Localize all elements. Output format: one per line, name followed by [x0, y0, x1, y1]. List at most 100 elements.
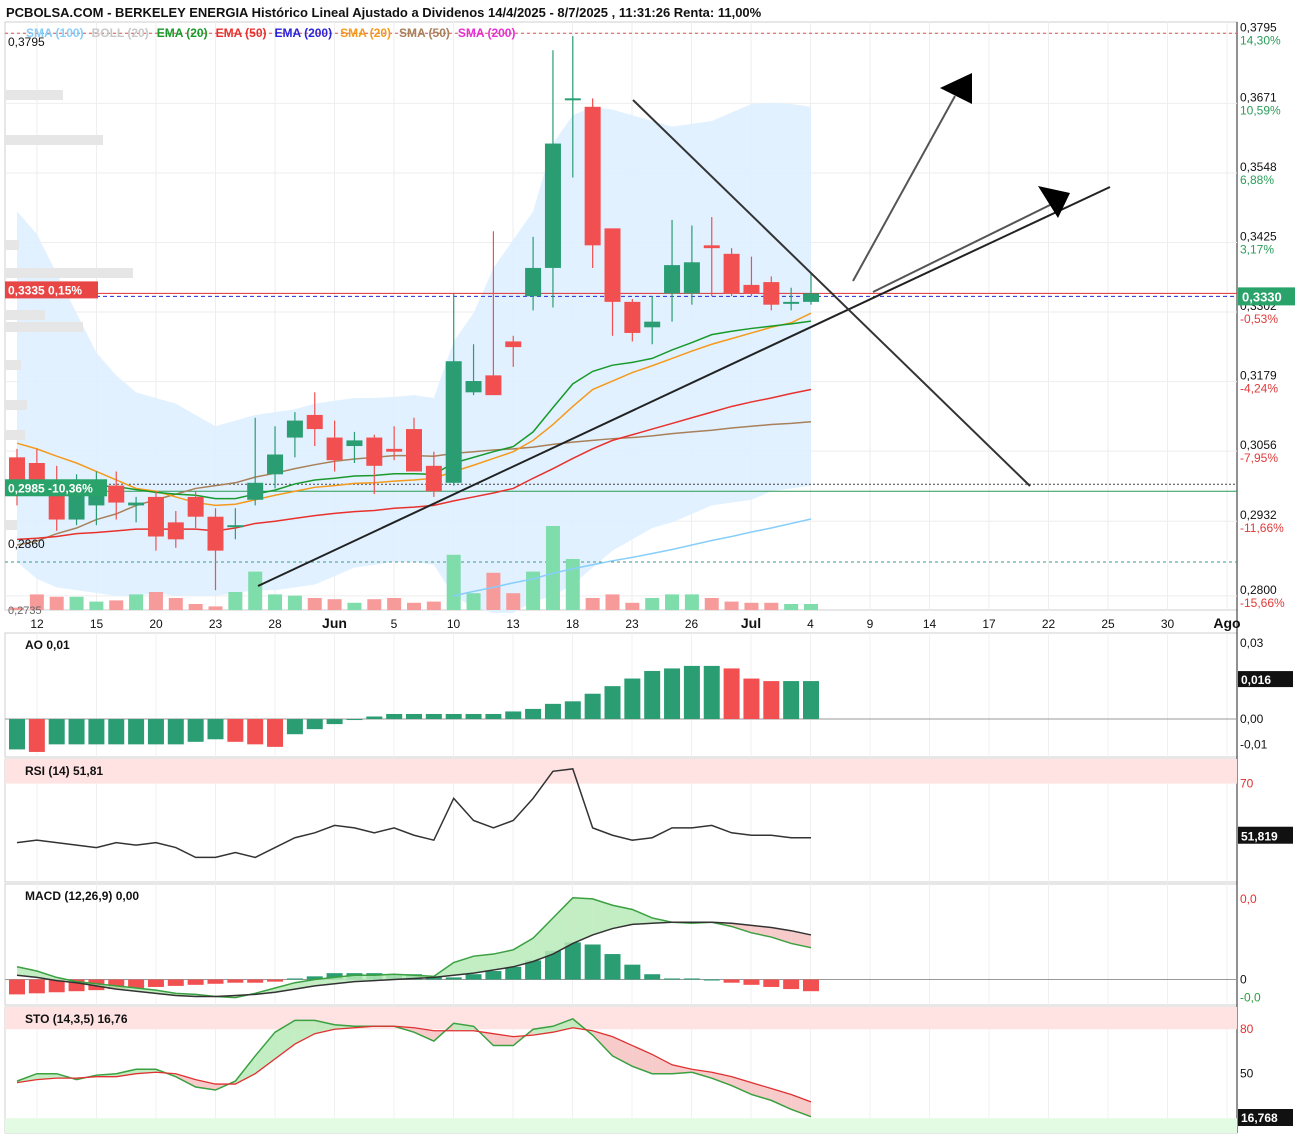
ao-bar	[803, 681, 819, 720]
sto-fill	[672, 1064, 692, 1074]
y-tick-label: 0,3056	[1240, 438, 1277, 452]
sto-label: STO (14,3,5) 16,76	[25, 1012, 128, 1026]
x-tick-label: 23	[625, 617, 639, 631]
candle-body	[147, 496, 164, 537]
support-price-badge	[5, 479, 107, 497]
macd-fill	[116, 985, 137, 992]
volume-bar	[704, 598, 719, 610]
volume-bar	[804, 604, 818, 610]
macd-fill	[632, 909, 653, 925]
y-tick-label: 0,2800	[1240, 583, 1277, 597]
sto-overbought-zone	[5, 1007, 1237, 1030]
candle-body	[445, 361, 462, 483]
x-tick-label: 13	[506, 617, 520, 631]
candle-body	[267, 454, 284, 475]
macd-fill	[731, 923, 752, 933]
macd-hist-bar	[644, 974, 661, 980]
indicator-legend: SMA (100) BOLL (20) EMA (20) EMA (50) EMA (2…	[26, 26, 523, 40]
ao-last-label: 0,016	[1241, 673, 1271, 687]
volume-bar	[248, 571, 263, 610]
x-tick-label: 10	[447, 617, 461, 631]
x-tick-label: 14	[923, 617, 937, 631]
candle-body	[386, 448, 403, 452]
ao-bar	[763, 681, 780, 720]
ao-bar	[683, 665, 700, 720]
legend-item: EMA (20)	[156, 26, 208, 40]
macd-hist-bar	[227, 979, 244, 983]
ao-bar	[564, 701, 581, 720]
volume-profile-bar	[5, 310, 45, 320]
x-tick-label: 30	[1161, 617, 1175, 631]
macd-hist-bar	[247, 979, 264, 983]
volume-bar	[764, 602, 779, 610]
volume-bar	[307, 598, 322, 610]
ao-bar	[584, 693, 601, 720]
sto-last-label: 16,768	[1241, 1111, 1278, 1125]
macd-hist-bar	[207, 979, 224, 984]
candle-body	[644, 321, 661, 328]
rsi-label: RSI (14) 51,81	[25, 764, 103, 778]
sto-k-line	[16, 1018, 812, 1118]
volume-bar	[148, 592, 163, 610]
macd-hist-bar	[465, 974, 482, 980]
volume-bar	[109, 600, 124, 610]
x-tick-label: 20	[149, 617, 163, 631]
candle-body	[664, 265, 681, 294]
sto-fill	[493, 1033, 514, 1046]
ao-bar	[88, 719, 105, 745]
candle-body	[207, 516, 224, 551]
x-tick-label: 26	[685, 617, 699, 631]
macd-fill	[791, 930, 811, 948]
ao-bar	[227, 719, 244, 742]
sto-fill	[612, 1036, 633, 1067]
ao-bar	[525, 708, 542, 720]
projection-arrow-line	[872, 203, 1053, 293]
x-tick-label: 12	[30, 617, 44, 631]
sma20-line	[16, 312, 812, 507]
macd-hist-bar	[723, 979, 740, 983]
arrow-head-icon	[1038, 186, 1070, 218]
macd-fill	[136, 988, 156, 994]
volume-bar	[10, 607, 24, 610]
volume-profile-bar	[5, 90, 63, 100]
volume-bar	[69, 596, 84, 610]
volume-bar	[29, 594, 44, 610]
macd-signal-line	[16, 921, 812, 998]
projection-arrow-line	[852, 95, 956, 282]
candle-body	[326, 437, 343, 461]
y-pct-label: -15,66%	[1240, 596, 1285, 610]
ao-bar	[68, 719, 85, 745]
macd-y-tick: 0,0	[1240, 892, 1257, 906]
ao-bar	[505, 711, 522, 720]
macd-hist-bar	[485, 971, 502, 980]
volume-bar	[466, 593, 481, 610]
y-tick-label: 0,3795	[1240, 20, 1277, 34]
arrow-head-icon	[940, 73, 972, 104]
ao-bar	[346, 719, 363, 721]
ao-bar	[48, 719, 65, 745]
x-tick-label: 15	[90, 617, 104, 631]
volume-bar	[188, 604, 203, 610]
volume-bar	[168, 598, 183, 610]
legend-item: EMA (50)	[215, 26, 267, 40]
volume-bar	[526, 571, 541, 610]
macd-fill	[275, 982, 295, 993]
volume-profile-bar	[5, 430, 25, 440]
volume-bar	[506, 593, 521, 610]
macd-fill	[533, 917, 553, 962]
volume-profile-bar	[5, 520, 17, 530]
y-pct-label: -0,53%	[1240, 312, 1278, 326]
macd-hist-bar	[326, 973, 343, 980]
y-tick-label: 0,3179	[1240, 369, 1277, 383]
macd-y-tick: 0	[1240, 973, 1247, 987]
ao-bar	[386, 713, 403, 720]
volume-profile-bar	[5, 240, 19, 250]
candle-body	[306, 414, 323, 430]
candle-body	[624, 301, 641, 333]
macd-hist-bar	[803, 979, 819, 992]
macd-fill	[572, 897, 593, 944]
ao-bar	[485, 713, 502, 720]
ao-bar	[445, 713, 462, 720]
ao-bar	[425, 713, 442, 720]
candle-body	[763, 282, 780, 305]
